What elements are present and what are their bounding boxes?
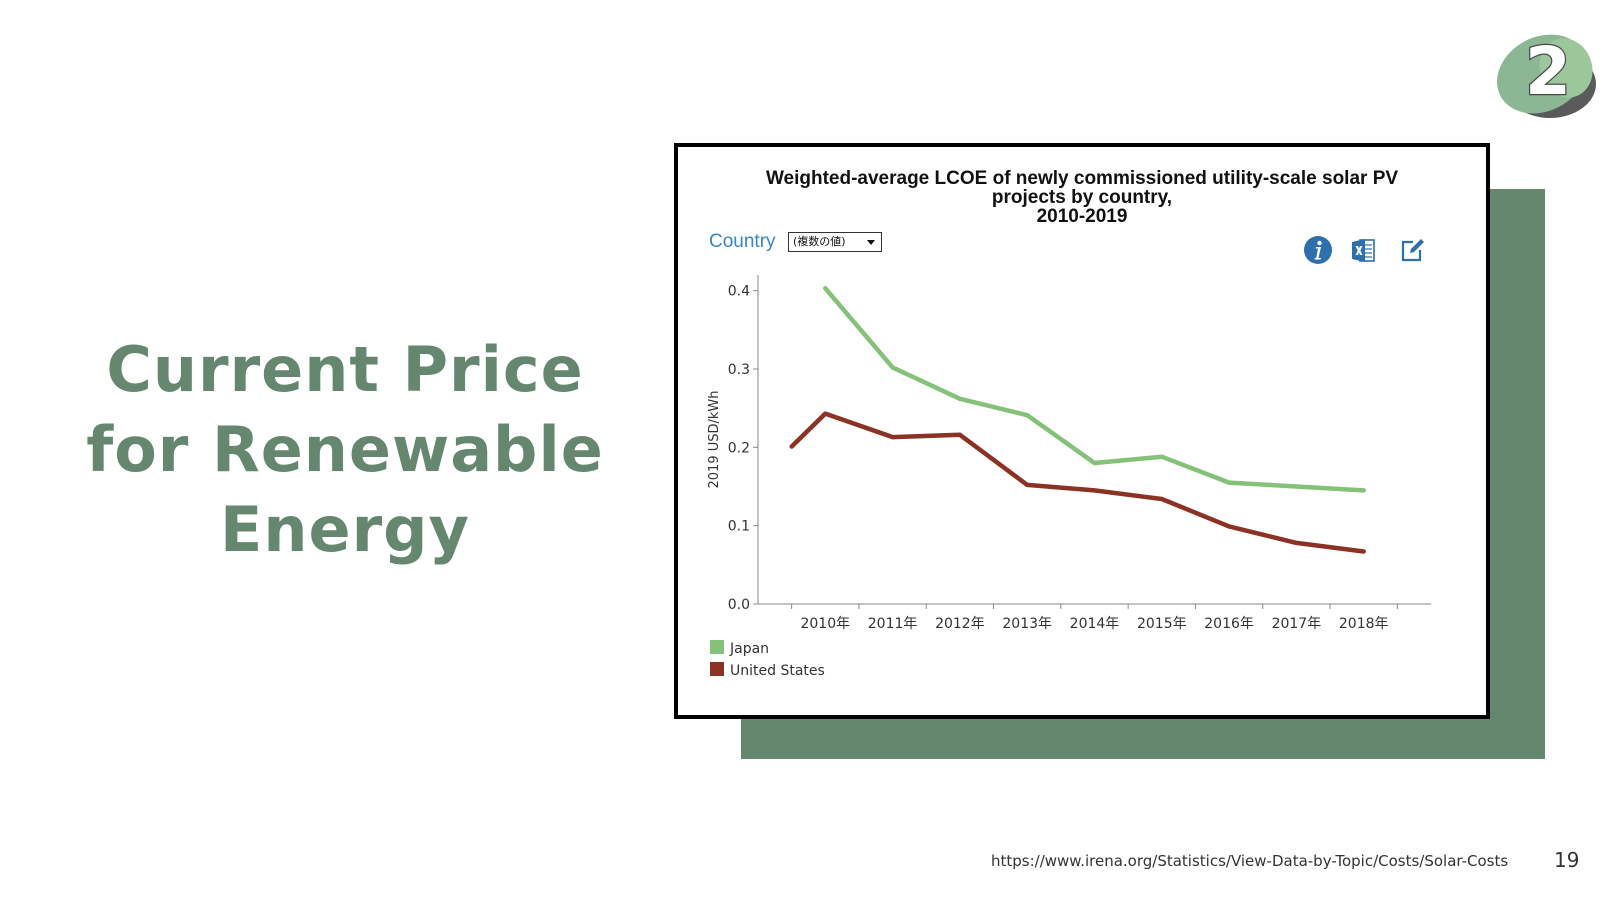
- section-badge: 2: [1490, 18, 1600, 122]
- x-tick-label: 2018年: [1339, 616, 1389, 632]
- country-select-value: (複数の値): [793, 235, 846, 248]
- chart-title-line: Weighted-average LCOE of newly commissio…: [765, 168, 1399, 189]
- y-tick-label: 0.2: [728, 440, 750, 456]
- y-tick-label: 0.3: [728, 362, 750, 378]
- series-line: [823, 286, 1366, 493]
- y-tick-label: 0.4: [728, 284, 750, 300]
- x-tick-label: 2012年: [935, 616, 985, 632]
- y-axis-label: 2019 USD/kWh: [707, 391, 722, 489]
- legend-swatch: [710, 662, 724, 676]
- y-tick-label: 0.0: [728, 597, 750, 613]
- legend-label: United States: [730, 663, 825, 679]
- x-tick-label: 2016年: [1204, 616, 1254, 632]
- excel-icon[interactable]: [1348, 234, 1380, 266]
- country-select[interactable]: (複数の値): [788, 232, 882, 252]
- x-tick-label: 2014年: [1070, 616, 1120, 632]
- slide-title: Current Price for Renewable Energy: [40, 330, 650, 570]
- slide-title-line: Energy: [220, 493, 470, 566]
- x-tick-label: 2011年: [868, 616, 918, 632]
- x-tick-label: 2015年: [1137, 616, 1187, 632]
- legend-swatch: [710, 640, 724, 654]
- edit-icon[interactable]: [1396, 234, 1428, 266]
- info-icon[interactable]: [1302, 234, 1334, 266]
- page-number: 19: [1554, 848, 1580, 872]
- country-filter-label: Country: [709, 231, 776, 252]
- badge-number: 2: [1525, 33, 1571, 110]
- y-tick-label: 0.1: [728, 519, 750, 535]
- chart-title-line: projects by country,: [991, 187, 1173, 208]
- x-tick-label: 2013年: [1002, 616, 1052, 632]
- series-line: [789, 411, 1366, 554]
- slide-title-line: Current Price: [106, 333, 584, 406]
- legend-label: Japan: [729, 641, 769, 657]
- slide-title-line: for Renewable: [86, 413, 604, 486]
- chevron-down-icon: [867, 240, 875, 245]
- line-chart: 0.0 0.1 0.2 0.3 0.4 2010年 2011年 2012年 2013年 2014年…: [707, 275, 1431, 679]
- chart-title-line: 2010-2019: [1036, 206, 1128, 227]
- chart-panel: Weighted-average LCOE of newly commissio…: [674, 143, 1490, 719]
- x-tick-label: 2010年: [800, 616, 850, 632]
- chart-title: Weighted-average LCOE of newly commissio…: [678, 169, 1486, 226]
- x-tick-label: 2017年: [1272, 616, 1322, 632]
- source-url[interactable]: https://www.irena.org/Statistics/View-Da…: [991, 852, 1509, 870]
